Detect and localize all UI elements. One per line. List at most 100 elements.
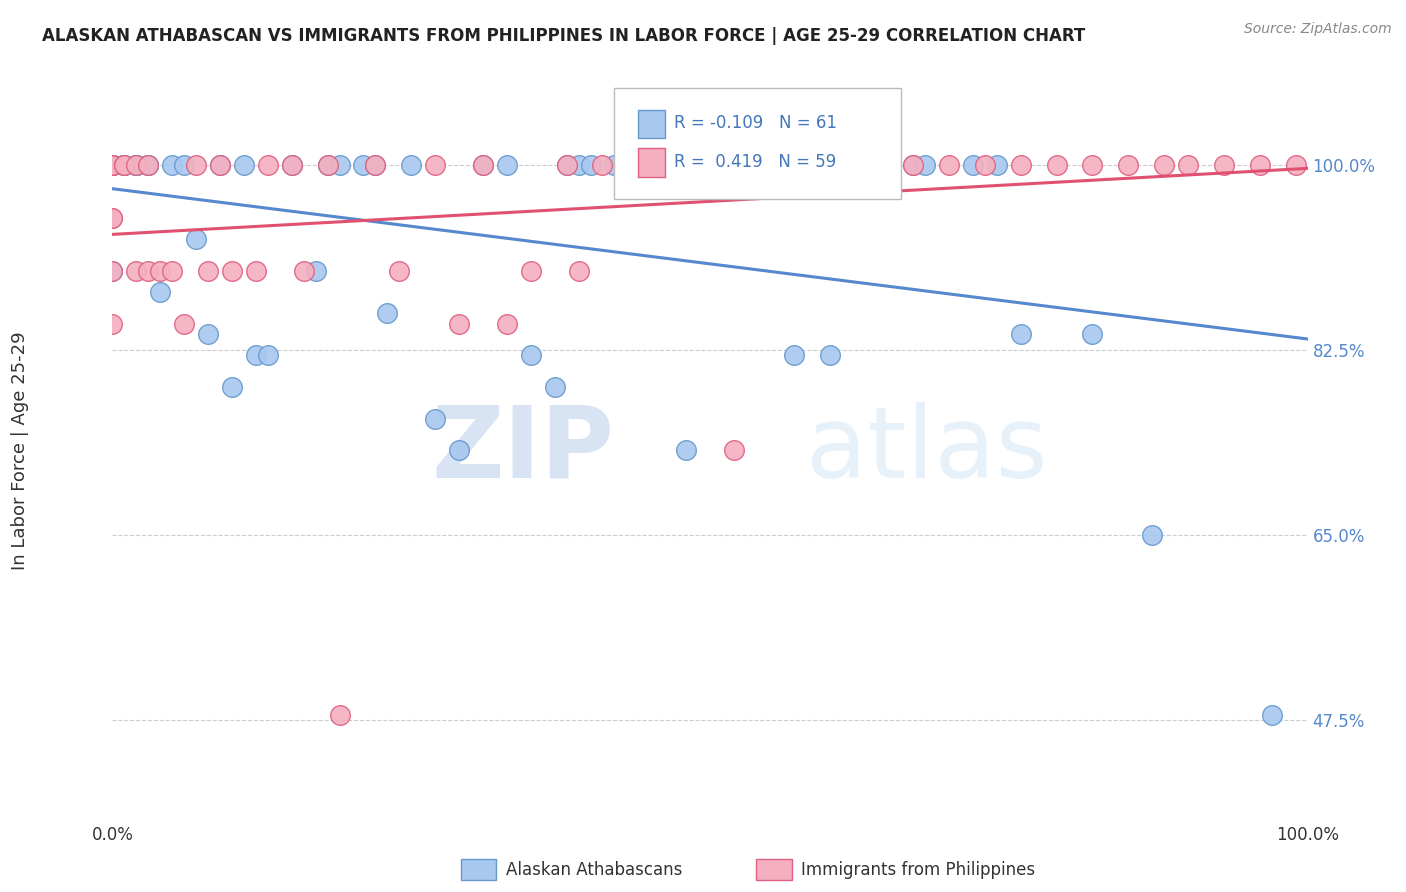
Point <box>114 158 135 172</box>
Point <box>173 317 195 331</box>
Point <box>723 443 745 458</box>
Point <box>138 158 160 172</box>
Point <box>101 158 124 172</box>
Point <box>688 158 710 172</box>
Point <box>938 158 960 172</box>
Point <box>603 158 626 172</box>
Point <box>186 158 208 172</box>
Point <box>316 158 339 172</box>
Point <box>699 158 721 172</box>
Point <box>401 158 423 172</box>
Point <box>125 158 148 172</box>
Point <box>221 380 243 394</box>
Point <box>962 158 984 172</box>
Point <box>1261 707 1284 722</box>
Point <box>114 158 135 172</box>
Point <box>125 158 148 172</box>
Point <box>555 158 578 172</box>
Point <box>101 211 124 225</box>
Point <box>197 327 219 342</box>
Point <box>125 263 148 277</box>
Point <box>101 158 124 172</box>
Point <box>257 348 280 362</box>
Point <box>352 158 374 172</box>
Point <box>592 158 614 172</box>
Point <box>651 158 673 172</box>
Point <box>149 263 172 277</box>
Point <box>579 158 602 172</box>
Point <box>101 158 124 172</box>
Text: R = -0.109   N = 61: R = -0.109 N = 61 <box>675 114 837 132</box>
Point <box>879 158 901 172</box>
Point <box>101 158 124 172</box>
Point <box>903 158 925 172</box>
FancyBboxPatch shape <box>638 148 665 177</box>
Point <box>1118 158 1140 172</box>
Point <box>364 158 387 172</box>
Point <box>866 158 889 172</box>
Text: Source: ZipAtlas.com: Source: ZipAtlas.com <box>1244 22 1392 37</box>
Point <box>1177 158 1199 172</box>
Point <box>447 317 470 331</box>
Point <box>125 158 148 172</box>
Point <box>425 411 447 425</box>
Point <box>568 158 591 172</box>
Point <box>1153 158 1175 172</box>
Point <box>543 380 565 394</box>
Point <box>520 263 543 277</box>
Point <box>138 158 160 172</box>
Point <box>1213 158 1236 172</box>
Point <box>101 158 124 172</box>
Point <box>818 348 841 362</box>
Point <box>101 263 124 277</box>
Point <box>305 263 328 277</box>
Point <box>759 158 782 172</box>
Point <box>281 158 304 172</box>
Text: R =  0.419   N = 59: R = 0.419 N = 59 <box>675 153 837 170</box>
Point <box>782 348 804 362</box>
Point <box>114 158 135 172</box>
Point <box>627 158 650 172</box>
Point <box>377 306 399 320</box>
Text: Immigrants from Philippines: Immigrants from Philippines <box>801 861 1036 879</box>
Point <box>831 158 853 172</box>
Point <box>831 158 853 172</box>
Text: ZIP: ZIP <box>432 402 614 499</box>
Point <box>101 211 124 225</box>
Text: Alaskan Athabascans: Alaskan Athabascans <box>506 861 682 879</box>
Point <box>101 158 124 172</box>
Point <box>651 158 673 172</box>
Point <box>1046 158 1069 172</box>
Text: ALASKAN ATHABASCAN VS IMMIGRANTS FROM PHILIPPINES IN LABOR FORCE | AGE 25-29 COR: ALASKAN ATHABASCAN VS IMMIGRANTS FROM PH… <box>42 27 1085 45</box>
Point <box>138 263 160 277</box>
Point <box>759 158 782 172</box>
Point <box>1081 327 1104 342</box>
Point <box>855 158 877 172</box>
Point <box>568 263 591 277</box>
Point <box>292 263 315 277</box>
Point <box>186 232 208 246</box>
Point <box>101 317 124 331</box>
Point <box>257 158 280 172</box>
Point <box>162 263 183 277</box>
Point <box>675 443 697 458</box>
Point <box>197 263 219 277</box>
Point <box>101 158 124 172</box>
Point <box>627 158 650 172</box>
Point <box>903 158 925 172</box>
Point <box>101 263 124 277</box>
Point <box>974 158 997 172</box>
Y-axis label: In Labor Force | Age 25-29: In Labor Force | Age 25-29 <box>11 331 30 570</box>
Point <box>1081 158 1104 172</box>
Point <box>316 158 339 172</box>
Point <box>914 158 936 172</box>
FancyBboxPatch shape <box>638 110 665 138</box>
FancyBboxPatch shape <box>614 87 901 199</box>
Point <box>149 285 172 299</box>
Point <box>138 158 160 172</box>
Point <box>125 158 148 172</box>
Point <box>447 443 470 458</box>
Point <box>221 263 243 277</box>
Point <box>329 158 352 172</box>
Point <box>364 158 387 172</box>
